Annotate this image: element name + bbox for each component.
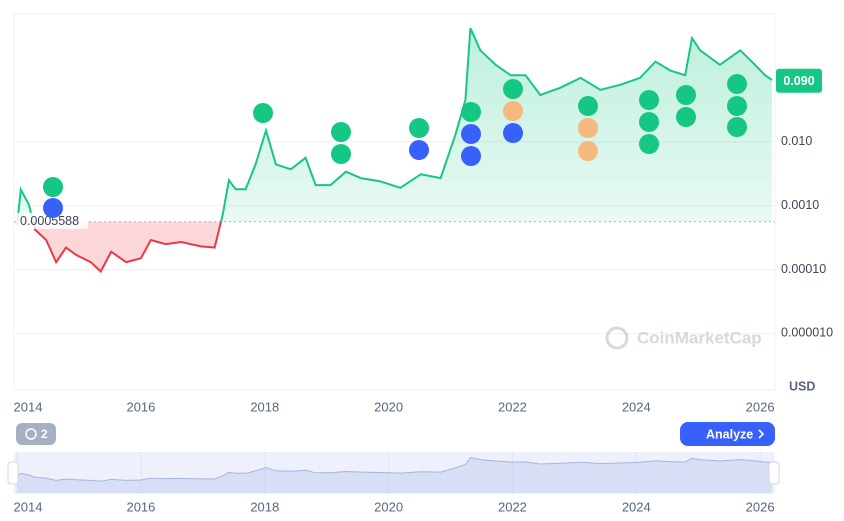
x-tick-label: 2022 (498, 399, 527, 414)
price-tag-label: 0.090 (783, 74, 814, 88)
event-doc (578, 96, 598, 116)
history-count: 2 (41, 427, 48, 441)
y-tick-label: 0.00010 (781, 262, 826, 276)
event-flag (503, 123, 523, 143)
analyze-button[interactable]: Analyze (680, 422, 775, 446)
event-flag (461, 146, 481, 166)
y-tick-label: 0.0010 (781, 198, 819, 212)
area-down (17, 221, 772, 272)
baseline-label-bg (16, 212, 88, 229)
event-doc (639, 90, 659, 110)
event-doc (676, 85, 696, 105)
x-tick-label: 2018 (250, 399, 279, 414)
analyze-button-bg[interactable] (680, 422, 775, 446)
x-tick-label: 2024 (622, 399, 651, 414)
event-doc (727, 96, 747, 116)
navigator-handle-left[interactable] (7, 461, 19, 485)
event-doc (727, 74, 747, 94)
watermark: CoinMarketCap (605, 326, 762, 350)
analyze-chevron (758, 429, 765, 439)
baseline-label: 0.0005588 (20, 214, 79, 228)
history-badge[interactable]: 2 (16, 423, 56, 445)
event-info (503, 101, 523, 121)
plot-frame (13, 13, 776, 391)
navigator-tick-label: 2022 (498, 499, 527, 514)
event-doc (503, 79, 523, 99)
analyze-button-text[interactable]: Analyze (706, 427, 753, 441)
navigator-tick-label: 2018 (250, 499, 279, 514)
navigator-tick-label: 2024 (622, 499, 651, 514)
navigator-handle-right[interactable] (768, 461, 780, 485)
event-flag (409, 140, 429, 160)
event-doc (461, 102, 481, 122)
area-up (17, 28, 772, 222)
x-tick-label: 2026 (746, 399, 775, 414)
currency-label: USD (789, 379, 815, 393)
navigator-tick-label: 2026 (746, 499, 775, 514)
plot: 0.0005588 0.090 (14, 27, 822, 274)
watermark-text: CoinMarketCap (637, 328, 762, 347)
price-tag (776, 68, 822, 93)
price-line-down (16, 221, 223, 274)
event-doc (409, 118, 429, 138)
x-tick-label: 2016 (126, 399, 155, 414)
event-doc (727, 117, 747, 137)
event-icons (43, 74, 747, 218)
navigator-area (17, 457, 772, 493)
event-doc (43, 177, 63, 197)
navigator-tick-label: 2014 (14, 499, 43, 514)
event-flag (461, 124, 481, 144)
event-doc (331, 144, 351, 164)
event-info (578, 118, 598, 138)
watermark-logo (605, 326, 629, 350)
labels: 0.0000100.000100.00100.01020142014201620… (14, 134, 834, 514)
navigator-tick-label: 2020 (374, 499, 403, 514)
event-info (578, 141, 598, 161)
history-icon (25, 428, 37, 440)
navigator-tick-label: 2016 (126, 499, 155, 514)
event-doc (676, 107, 696, 127)
x-tick-label: 2020 (374, 399, 403, 414)
navigator-line (16, 456, 772, 482)
event-flag (43, 198, 63, 218)
y-tick-label: 0.000010 (781, 326, 833, 340)
x-tick-label: 2014 (14, 399, 43, 414)
y-tick-label: 0.010 (781, 134, 812, 148)
event-doc (639, 112, 659, 132)
navigator-plot (16, 452, 772, 494)
price-line-up (16, 27, 773, 222)
event-doc (331, 122, 351, 142)
event-doc (253, 103, 273, 123)
event-doc (639, 134, 659, 154)
